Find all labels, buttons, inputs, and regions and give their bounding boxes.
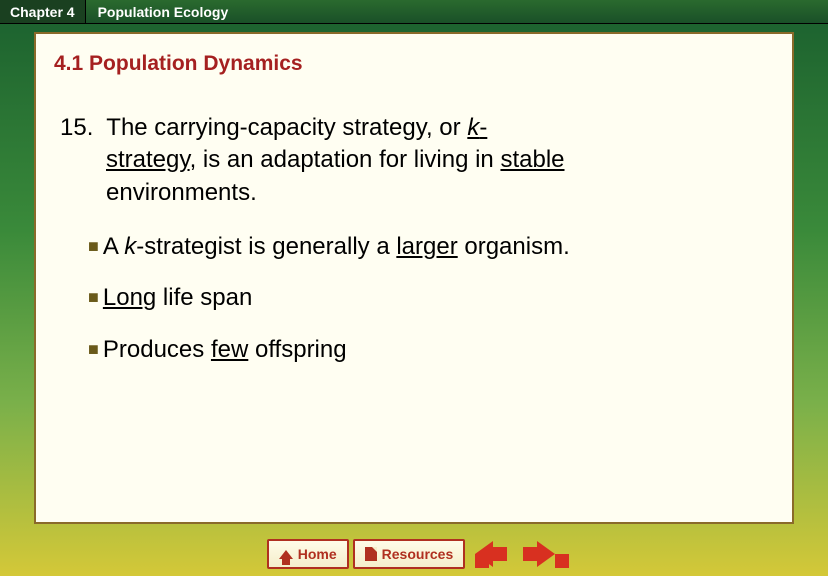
b1-post: organism. — [458, 233, 570, 260]
bullet-icon: ■ — [88, 287, 99, 307]
term-k: k — [467, 114, 479, 141]
bullet-2: ■Long life span — [88, 282, 768, 313]
home-button[interactable]: Home — [267, 539, 349, 569]
bullet-1: ■A k-strategist is generally a larger or… — [88, 231, 768, 262]
arrow-left-icon — [475, 541, 507, 567]
text-pre: The carrying-capacity strategy, or — [106, 114, 467, 141]
chapter-label: Chapter 4 — [0, 0, 86, 23]
b1-pre: A — [103, 233, 124, 260]
top-bar: Chapter 4 Population Ecology — [0, 0, 828, 24]
b1-ul: larger — [396, 233, 457, 260]
next-button[interactable] — [517, 539, 561, 569]
b3-pre: Produces — [103, 336, 211, 363]
bottom-nav: Home Resources — [0, 532, 828, 576]
arrow-right-icon — [523, 541, 555, 567]
b1-mid: -strategist is generally a — [136, 233, 396, 260]
bullet-icon: ■ — [88, 339, 99, 359]
text-mid: , is an adaptation for living in — [190, 146, 501, 173]
resources-label: Resources — [382, 546, 454, 562]
text-post: environments. — [106, 179, 257, 206]
bullet-3: ■Produces few offspring — [88, 334, 768, 365]
main-point: 15. The carrying-capacity strategy, or k… — [60, 112, 768, 209]
bullet-icon: ■ — [88, 236, 99, 256]
b2-ul: Long — [103, 284, 156, 311]
section-title: 4.1 Population Dynamics — [54, 52, 786, 76]
b1-it: k — [124, 233, 136, 260]
home-label: Home — [298, 546, 337, 562]
chapter-title: Population Ecology — [86, 0, 828, 23]
prev-button[interactable] — [469, 539, 513, 569]
term-strategy: strategy — [106, 146, 190, 173]
term-dash: - — [479, 114, 487, 141]
b2-post: life span — [156, 284, 252, 311]
content-panel: 4.1 Population Dynamics 15. The carrying… — [34, 32, 794, 524]
b3-post: offspring — [248, 336, 346, 363]
term-stable: stable — [500, 146, 564, 173]
document-icon — [365, 547, 377, 561]
home-icon — [279, 550, 293, 559]
b3-ul: few — [211, 336, 248, 363]
item-number: 15. — [60, 114, 93, 141]
resources-button[interactable]: Resources — [353, 539, 466, 569]
